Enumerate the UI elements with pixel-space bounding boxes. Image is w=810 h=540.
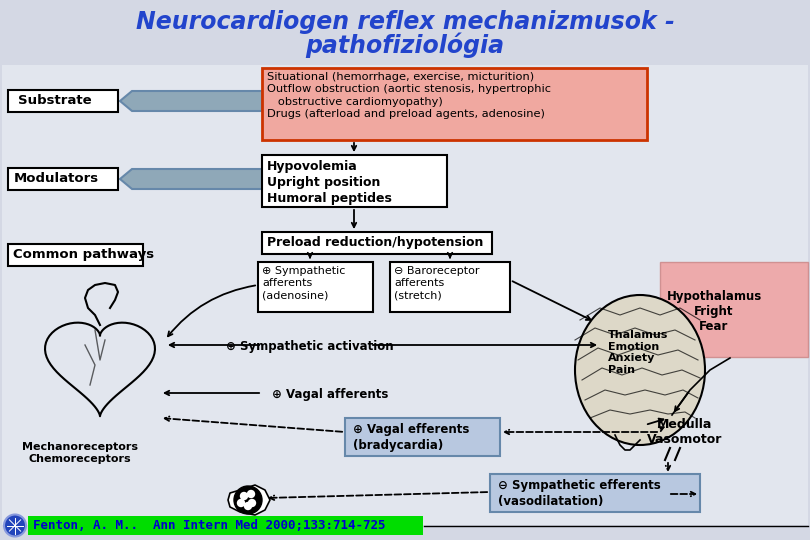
- Text: Substrate: Substrate: [18, 94, 92, 107]
- FancyBboxPatch shape: [660, 262, 808, 357]
- Polygon shape: [120, 169, 262, 189]
- Text: ⊕ Sympathetic activation: ⊕ Sympathetic activation: [226, 340, 394, 353]
- Text: Modulators: Modulators: [14, 172, 99, 185]
- Ellipse shape: [575, 295, 705, 445]
- Text: Thalamus
Emotion
Anxiety
Pain: Thalamus Emotion Anxiety Pain: [608, 330, 668, 375]
- Circle shape: [249, 500, 255, 507]
- Text: ⊖ Sympathetic efferents
(vasodilatation): ⊖ Sympathetic efferents (vasodilatation): [498, 479, 661, 508]
- Text: ⊖ Baroreceptor
afferents
(stretch): ⊖ Baroreceptor afferents (stretch): [394, 266, 480, 301]
- FancyBboxPatch shape: [262, 232, 492, 254]
- Circle shape: [241, 492, 248, 500]
- Text: Hypovolemia
Upright position
Humoral peptides: Hypovolemia Upright position Humoral pep…: [267, 160, 392, 205]
- Circle shape: [234, 486, 262, 514]
- Text: Preload reduction/hypotension: Preload reduction/hypotension: [267, 236, 484, 249]
- Polygon shape: [228, 485, 270, 515]
- Text: Fenton, A. M..  Ann Intern Med 2000;133:714-725: Fenton, A. M.. Ann Intern Med 2000;133:7…: [33, 519, 386, 532]
- FancyBboxPatch shape: [390, 262, 510, 312]
- FancyBboxPatch shape: [2, 65, 808, 525]
- FancyBboxPatch shape: [345, 418, 500, 456]
- FancyBboxPatch shape: [8, 90, 118, 112]
- Text: ⊕ Sympathetic
afferents
(adenosine): ⊕ Sympathetic afferents (adenosine): [262, 266, 345, 301]
- Circle shape: [245, 503, 251, 510]
- Text: ⊕ Vagal efferents
(bradycardia): ⊕ Vagal efferents (bradycardia): [353, 423, 469, 452]
- Text: Hypothalamus
Fright
Fear: Hypothalamus Fright Fear: [667, 290, 761, 333]
- Circle shape: [237, 500, 245, 507]
- FancyBboxPatch shape: [28, 516, 423, 535]
- FancyBboxPatch shape: [8, 168, 118, 190]
- FancyBboxPatch shape: [262, 155, 447, 207]
- Text: ⊕ Vagal afferents: ⊕ Vagal afferents: [272, 388, 388, 401]
- Circle shape: [4, 515, 26, 537]
- FancyBboxPatch shape: [258, 262, 373, 312]
- Text: Mechanoreceptors
Chemoreceptors: Mechanoreceptors Chemoreceptors: [22, 442, 138, 464]
- Text: Common pathways: Common pathways: [13, 248, 154, 261]
- Polygon shape: [120, 91, 262, 111]
- Text: Neurocardiogen reflex mechanizmusok -: Neurocardiogen reflex mechanizmusok -: [135, 10, 675, 34]
- Text: pathofiziológia: pathofiziológia: [305, 32, 505, 57]
- FancyBboxPatch shape: [262, 68, 647, 140]
- FancyBboxPatch shape: [8, 244, 143, 266]
- FancyBboxPatch shape: [490, 474, 700, 512]
- Text: Situational (hemorrhage, exercise, micturition)
Outflow obstruction (aortic sten: Situational (hemorrhage, exercise, mictu…: [267, 72, 551, 119]
- Text: Medulla
Vasomotor: Medulla Vasomotor: [647, 418, 723, 446]
- Circle shape: [248, 490, 254, 497]
